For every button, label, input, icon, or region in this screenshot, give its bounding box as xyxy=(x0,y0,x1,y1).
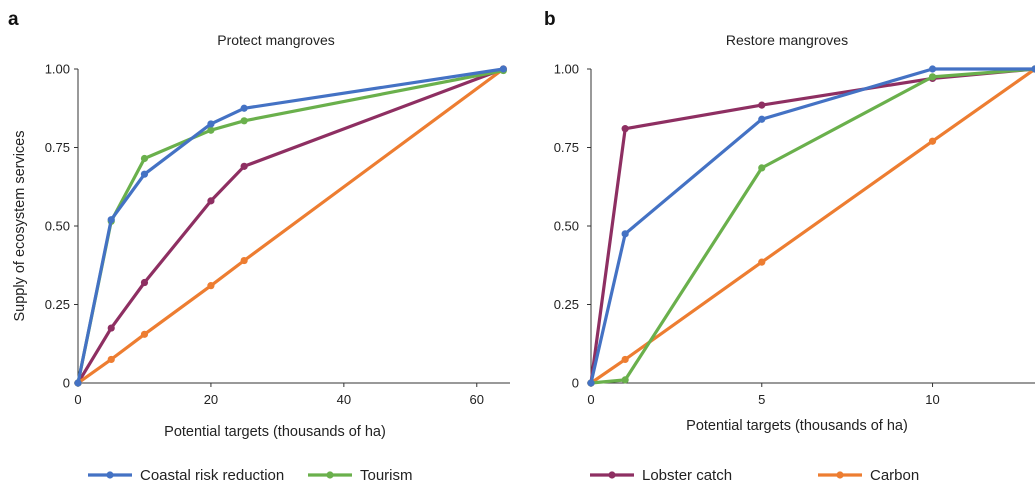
y-axis-label: Supply of ecosystem services xyxy=(12,131,28,322)
x-tick-label: 20 xyxy=(204,392,218,407)
series-line-lobster-catch xyxy=(76,67,505,385)
x-axis-label: Potential targets (thousands of ha) xyxy=(686,418,908,434)
data-point-carbon xyxy=(621,355,629,364)
data-point-carbon xyxy=(107,355,115,364)
legend-item: Tourism xyxy=(308,467,413,484)
y-tick-label: 0.50 xyxy=(554,219,579,234)
data-point-carbon xyxy=(140,330,149,338)
data-point-coastal-risk-reduction xyxy=(140,170,149,178)
series-line-carbon xyxy=(76,67,505,385)
data-point-carbon xyxy=(758,258,766,266)
data-point-coastal-risk-reduction xyxy=(499,65,507,73)
legend-item: Lobster catch xyxy=(590,467,732,484)
y-tick-label: 0 xyxy=(572,376,579,391)
legend-item: Carbon xyxy=(818,467,919,484)
data-point-coastal-risk-reduction xyxy=(74,379,82,387)
x-tick-label: 0 xyxy=(74,392,81,407)
panel-title: Restore mangroves xyxy=(726,32,848,48)
x-tick-label: 10 xyxy=(925,392,939,407)
data-point-carbon xyxy=(928,137,937,145)
data-point-lobster-catch xyxy=(758,101,766,109)
y-tick-label: 0 xyxy=(63,376,70,391)
series-line-coastal-risk-reduction xyxy=(76,67,505,385)
legend-label: Tourism xyxy=(360,467,413,484)
data-point-tourism xyxy=(621,376,629,384)
data-point-carbon xyxy=(240,256,248,265)
series-line-carbon xyxy=(589,67,1035,385)
data-point-coastal-risk-reduction xyxy=(1031,65,1035,73)
data-point-carbon xyxy=(207,282,215,290)
legend-swatch-marker xyxy=(608,471,616,479)
y-tick-label: 0.25 xyxy=(554,297,579,312)
panel-letter: a xyxy=(8,9,19,30)
data-point-coastal-risk-reduction xyxy=(207,120,215,128)
data-point-coastal-risk-reduction xyxy=(758,115,766,123)
y-tick-label: 0.50 xyxy=(45,219,70,234)
data-point-tourism xyxy=(758,164,766,172)
legend-swatch-marker xyxy=(836,471,844,479)
x-axis-label: Potential targets (thousands of ha) xyxy=(164,424,386,440)
panel-title: Protect mangroves xyxy=(217,32,335,48)
x-tick-label: 60 xyxy=(470,392,484,407)
x-tick-label: 40 xyxy=(337,392,351,407)
data-point-tourism xyxy=(207,126,215,134)
y-tick-label: 0.75 xyxy=(45,140,70,155)
legend-swatch-marker xyxy=(106,471,114,479)
data-point-coastal-risk-reduction xyxy=(587,379,595,387)
data-point-lobster-catch xyxy=(140,278,149,287)
data-point-coastal-risk-reduction xyxy=(240,104,248,112)
data-point-lobster-catch xyxy=(107,324,115,332)
x-tick-label: 5 xyxy=(758,392,765,407)
data-point-coastal-risk-reduction xyxy=(928,65,937,73)
data-point-tourism xyxy=(928,73,937,81)
panel-letter: b xyxy=(544,9,556,30)
y-tick-label: 0.25 xyxy=(45,297,70,312)
data-point-lobster-catch xyxy=(240,162,248,170)
y-tick-label: 1.00 xyxy=(554,62,579,77)
data-point-lobster-catch xyxy=(207,197,215,205)
y-tick-label: 1.00 xyxy=(45,62,70,77)
legend: Coastal risk reduction Tourism Lobster cat… xyxy=(88,467,919,484)
legend-item: Coastal risk reduction xyxy=(88,467,284,484)
y-tick-label: 0.75 xyxy=(554,140,579,155)
data-point-coastal-risk-reduction xyxy=(107,216,115,224)
legend-label: Carbon xyxy=(870,467,919,484)
panel-a: a Protect mangroves Supply of ecosystem … xyxy=(8,9,510,440)
data-point-tourism xyxy=(140,154,149,163)
data-point-tourism xyxy=(240,117,248,125)
legend-label: Coastal risk reduction xyxy=(140,467,284,484)
x-tick-label: 0 xyxy=(587,392,594,407)
legend-swatch-marker xyxy=(326,471,334,479)
data-point-coastal-risk-reduction xyxy=(621,230,629,238)
panel-b: b Restore mangroves Potential targets (t… xyxy=(544,9,1035,434)
data-point-lobster-catch xyxy=(621,125,629,133)
legend-label: Lobster catch xyxy=(642,467,732,484)
